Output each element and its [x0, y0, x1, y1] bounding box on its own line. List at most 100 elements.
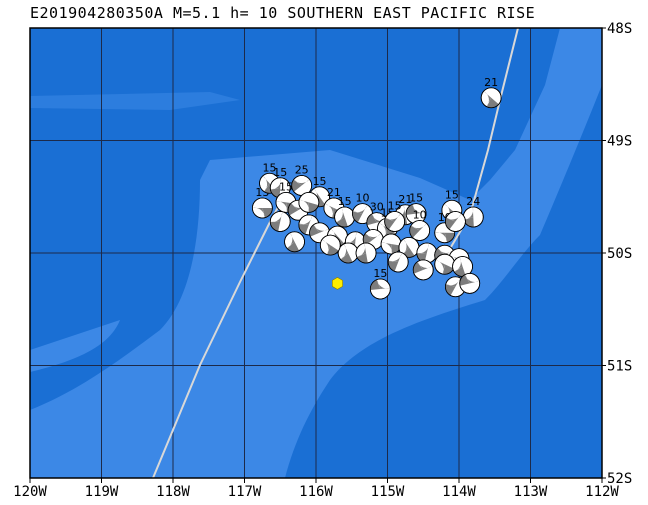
mechanism-quadrant	[459, 274, 470, 286]
depth-label: 15	[388, 200, 402, 213]
focal-mechanism: 15	[369, 267, 391, 300]
depth-label: 21	[327, 186, 341, 199]
mechanism-quadrant	[411, 223, 427, 231]
latitude-labels: 48S 49S 50S 51S 52S	[602, 21, 632, 487]
mechanism-quadrant	[445, 217, 456, 230]
lat-label: 52S	[607, 471, 632, 487]
focal-mechanism: 15	[405, 192, 427, 225]
mechanism-quadrant	[288, 203, 299, 216]
depth-label: 15	[338, 195, 352, 208]
mechanism-quadrant	[324, 203, 334, 218]
depth-label: 15	[445, 188, 459, 201]
focal-mechanism: 25	[291, 164, 313, 196]
focal-mechanism: 21	[480, 76, 502, 109]
depth-label: 21	[484, 76, 498, 89]
focal-mechanism	[337, 242, 359, 264]
mechanism-outline	[445, 211, 466, 232]
focal-mechanism	[319, 234, 341, 256]
mechanism-quadrant	[388, 252, 402, 262]
mechanism-quadrant	[312, 188, 320, 205]
mechanism-quadrant	[435, 260, 445, 275]
lat-label: 48S	[607, 21, 632, 37]
focal-mechanism: 15	[334, 195, 356, 228]
mechanism-quadrant	[336, 217, 348, 227]
focal-mechanism: 24	[462, 195, 484, 228]
mechanism-quadrant	[486, 97, 499, 108]
depth-label: 24	[466, 195, 480, 208]
focal-mechanism: 15	[384, 200, 406, 232]
mechanism-quadrant	[276, 200, 287, 213]
lon-label: 117W	[228, 484, 262, 500]
mechanism-quadrant	[293, 179, 310, 186]
depth-label: 15	[373, 267, 387, 280]
mechanism-outline	[434, 222, 456, 244]
focal-mechanism	[445, 211, 466, 232]
mechanism-quadrant	[309, 224, 320, 237]
mechanism-quadrant	[372, 213, 387, 223]
mechanism-quadrant	[370, 279, 381, 291]
mechanism-quadrant	[313, 224, 329, 233]
focal-mechanism	[269, 211, 291, 232]
mechanism-quadrant	[340, 253, 353, 263]
depth-label: 10	[355, 192, 369, 205]
mechanism-quadrant	[434, 232, 447, 243]
focal-mechanism	[380, 233, 402, 255]
mechanism-quadrant	[321, 239, 331, 255]
mechanism-quadrant	[417, 261, 433, 270]
mechanism-outline	[355, 242, 377, 264]
mechanism-quadrant	[308, 202, 319, 213]
mechanism-quadrant	[366, 214, 377, 226]
longitude-labels: 120W 119W 118W 117W 116W 115W 114W 113W 112W	[13, 478, 619, 500]
mechanism-quadrant	[299, 199, 309, 213]
mechanism-quadrant	[262, 175, 270, 192]
mechanism-outline	[459, 272, 481, 294]
mechanism-quadrant	[298, 224, 309, 235]
mechanism-quadrant	[356, 243, 367, 257]
mechanism-quadrant	[444, 232, 455, 243]
mechanism-outline	[269, 211, 291, 232]
depth-label: 15	[313, 175, 327, 188]
mechanism-quadrant	[413, 261, 424, 274]
mechanism-quadrant	[336, 207, 345, 223]
mechanism-outline	[319, 234, 341, 256]
depth-label: 15	[279, 180, 293, 193]
mechanism-quadrant	[445, 278, 461, 287]
mechanism-quadrant	[340, 244, 349, 260]
mechanism-quadrant	[379, 222, 388, 238]
mechanism-quadrant	[444, 203, 452, 220]
lat-label: 50S	[607, 246, 632, 262]
mechanism-quadrant	[291, 179, 302, 192]
mechanism-quadrant	[391, 244, 401, 254]
focal-mechanism	[355, 242, 377, 264]
lon-label: 112W	[585, 484, 619, 500]
map-title: E201904280350A M=5.1 h= 10 SOUTHERN EAST…	[30, 4, 536, 22]
mechanism-outline	[409, 220, 431, 241]
mechanism-outline	[480, 87, 502, 109]
depth-label: 15	[273, 166, 287, 179]
epicenter-hexagon	[331, 277, 343, 290]
lon-label: 119W	[85, 484, 119, 500]
focal-mechanism	[412, 259, 434, 281]
lon-label: 113W	[514, 484, 548, 500]
mechanism-quadrant	[409, 225, 420, 238]
shallow-streak	[30, 92, 240, 110]
mechanism-quadrant	[384, 218, 395, 230]
mechanism-quadrant	[437, 247, 454, 256]
focal-mechanism	[284, 231, 305, 253]
mechanism-quadrant	[483, 91, 492, 107]
mechanism-quadrant	[388, 261, 399, 272]
mechanism-quadrant	[262, 208, 273, 218]
focal-mechanism	[416, 242, 438, 264]
mechanism-quadrant	[416, 243, 430, 254]
lat-label: 49S	[607, 134, 632, 150]
mechanism-quadrant	[270, 221, 281, 232]
mechanism-outline	[369, 278, 391, 300]
focal-mechanism	[459, 272, 481, 294]
depth-label: 25	[295, 164, 309, 177]
depth-label: 15	[409, 192, 423, 205]
mechanism-outline	[298, 191, 320, 213]
lat-label: 51S	[607, 359, 632, 375]
mechanism-outline	[412, 259, 434, 281]
